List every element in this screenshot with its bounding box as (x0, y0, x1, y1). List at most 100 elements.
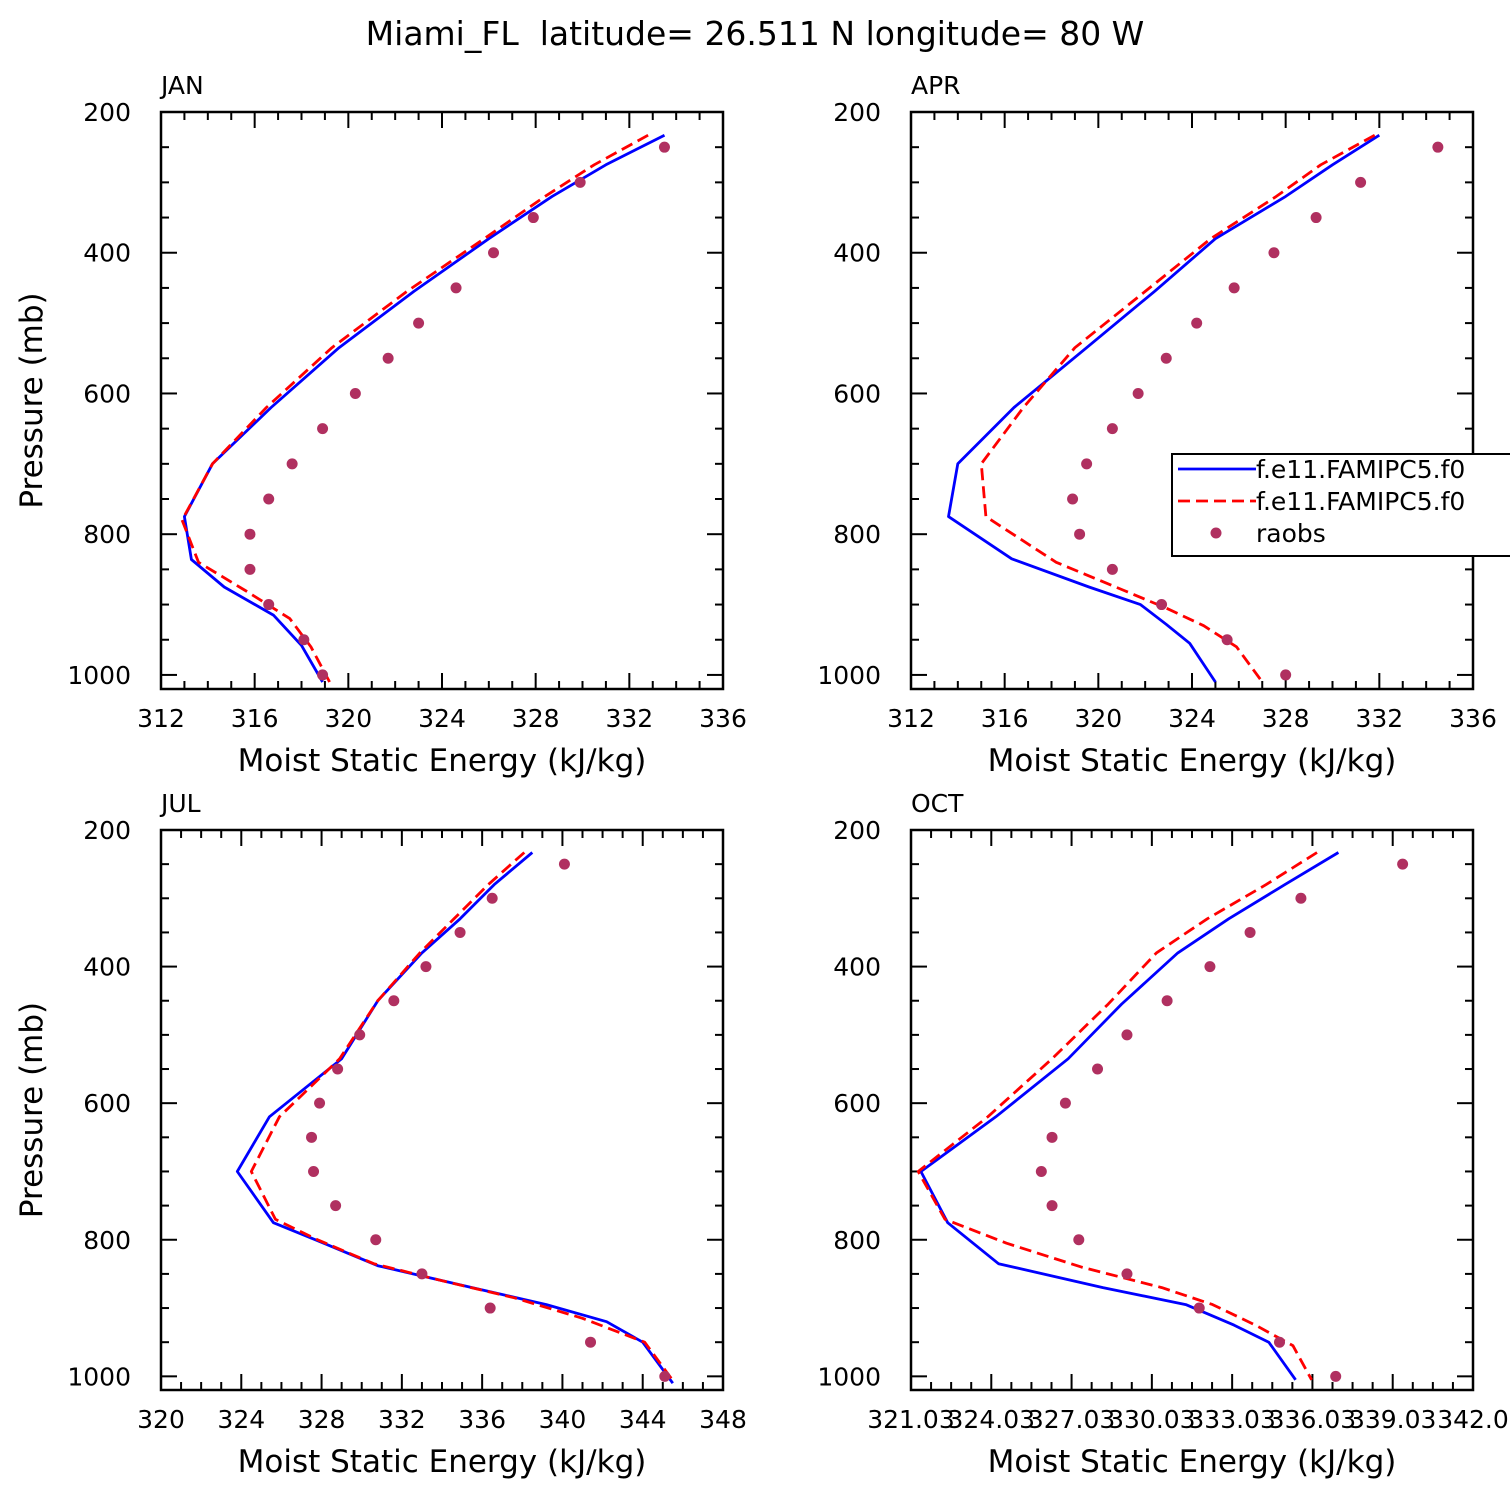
x-tick-label: 328 (1262, 704, 1310, 733)
x-tick-label: 348 (699, 1405, 747, 1434)
legend-label: f.e11.FAMIPC5.f0 (1256, 455, 1465, 484)
raobs-point (1106, 423, 1118, 435)
y-tick-label: 1000 (67, 661, 131, 690)
y-axis-label: Pressure (mb) (14, 1002, 50, 1218)
x-tick-label: 324 (1168, 704, 1216, 733)
y-tick-label: 200 (83, 98, 131, 127)
raobs-point (263, 493, 275, 505)
raobs-point (349, 387, 361, 399)
raobs-point (244, 563, 256, 575)
y-tick-label: 400 (83, 239, 131, 268)
x-tick-label: 320 (137, 1405, 185, 1434)
x-tick-label: 336 (1449, 704, 1497, 733)
x-tick-label: 332 (378, 1405, 426, 1434)
raobs-point (314, 1097, 326, 1109)
x-tick-label: 316 (981, 704, 1029, 733)
raobs-point (244, 528, 256, 540)
raobs-point (1228, 282, 1240, 294)
x-tick-label: 332 (1355, 704, 1403, 733)
raobs-point (1274, 1336, 1286, 1348)
panel-title: OCT (911, 789, 964, 818)
y-tick-label: 1000 (817, 661, 881, 690)
series-line-dashed (979, 133, 1376, 683)
series-line-dashed (180, 133, 649, 683)
x-axis-label: Moist Static Energy (kJ/kg) (988, 1444, 1397, 1480)
y-axis-label: Pressure (mb) (14, 292, 50, 508)
raobs-point (1081, 458, 1093, 470)
raobs-point (1160, 352, 1172, 364)
raobs-point (1193, 1302, 1205, 1314)
x-tick-label: 344 (619, 1405, 667, 1434)
x-tick-label: 333.03 (1188, 1405, 1275, 1434)
raobs-point (1132, 387, 1144, 399)
raobs-point (486, 892, 498, 904)
x-axis-label: Moist Static Energy (kJ/kg) (988, 743, 1397, 779)
series-group (235, 851, 676, 1385)
y-tick-label: 800 (83, 520, 131, 549)
x-tick-label: 340 (539, 1405, 587, 1434)
legend-marker-raobs (1210, 527, 1222, 539)
series-group (947, 133, 1444, 683)
x-tick-label: 328 (512, 704, 560, 733)
raobs-point (1156, 599, 1168, 611)
series-line-dashed (249, 851, 676, 1385)
y-tick-label: 800 (833, 1226, 881, 1255)
raobs-point (484, 1302, 496, 1314)
panel-title: JUL (159, 789, 201, 818)
x-tick-label: 324.03 (948, 1405, 1035, 1434)
legend-box (1171, 453, 1510, 557)
raobs-point (1244, 926, 1256, 938)
x-tick-label: 339.03 (1349, 1405, 1436, 1434)
series-line-solid (919, 851, 1340, 1381)
raobs-point (332, 1063, 344, 1075)
raobs-point (354, 1029, 366, 1041)
legend-label: f.e11.FAMIPC5.f0 (1256, 487, 1465, 516)
raobs-point (1355, 176, 1367, 188)
raobs-point (1106, 563, 1118, 575)
raobs-point (306, 1131, 318, 1143)
ticks (160, 111, 724, 689)
raobs-point (286, 458, 298, 470)
raobs-point (658, 141, 670, 153)
x-tick-label: 312 (137, 704, 185, 733)
series-raobs (244, 141, 670, 681)
raobs-point (416, 1268, 428, 1280)
y-tick-label: 600 (83, 379, 131, 408)
raobs-point (585, 1336, 597, 1348)
raobs-point (317, 423, 329, 435)
x-tick-label: 327.03 (1028, 1405, 1115, 1434)
x-tick-label: 312 (887, 704, 935, 733)
series-raobs (306, 858, 671, 1382)
ticks (160, 829, 724, 1390)
legend: f.e11.FAMIPC5.f0 f.e11.FAMIPC5.f0 raobs (1171, 453, 1510, 557)
plot-frame (159, 110, 725, 691)
x-tick-label: 330.03 (1108, 1405, 1195, 1434)
series-raobs (1035, 858, 1409, 1382)
raobs-point (330, 1200, 342, 1212)
y-tick-label: 1000 (67, 1362, 131, 1391)
y-tick-label: 400 (83, 953, 131, 982)
raobs-point (1330, 1370, 1342, 1382)
raobs-point (1121, 1268, 1133, 1280)
raobs-point (1432, 141, 1444, 153)
raobs-point (1295, 892, 1307, 904)
x-tick-label: 320 (1074, 704, 1122, 733)
y-tick-label: 200 (83, 816, 131, 845)
raobs-point (450, 282, 462, 294)
raobs-point (1092, 1063, 1104, 1075)
raobs-point (1046, 1131, 1058, 1143)
series-line-solid (235, 851, 674, 1385)
x-tick-label: 332 (605, 704, 653, 733)
x-tick-label: 336 (458, 1405, 506, 1434)
figure-title: Miami_FL latitude= 26.511 N longitude= 8… (366, 14, 1145, 53)
panel-oct: 200 400 600 800 1000 321.03324.03327.03330.03… (817, 789, 1508, 1480)
raobs-point (1035, 1165, 1047, 1177)
raobs-point (1067, 493, 1079, 505)
raobs-point (574, 176, 586, 188)
x-tick-label: 320 (324, 704, 372, 733)
ticks (910, 111, 1474, 689)
raobs-point (388, 995, 400, 1007)
